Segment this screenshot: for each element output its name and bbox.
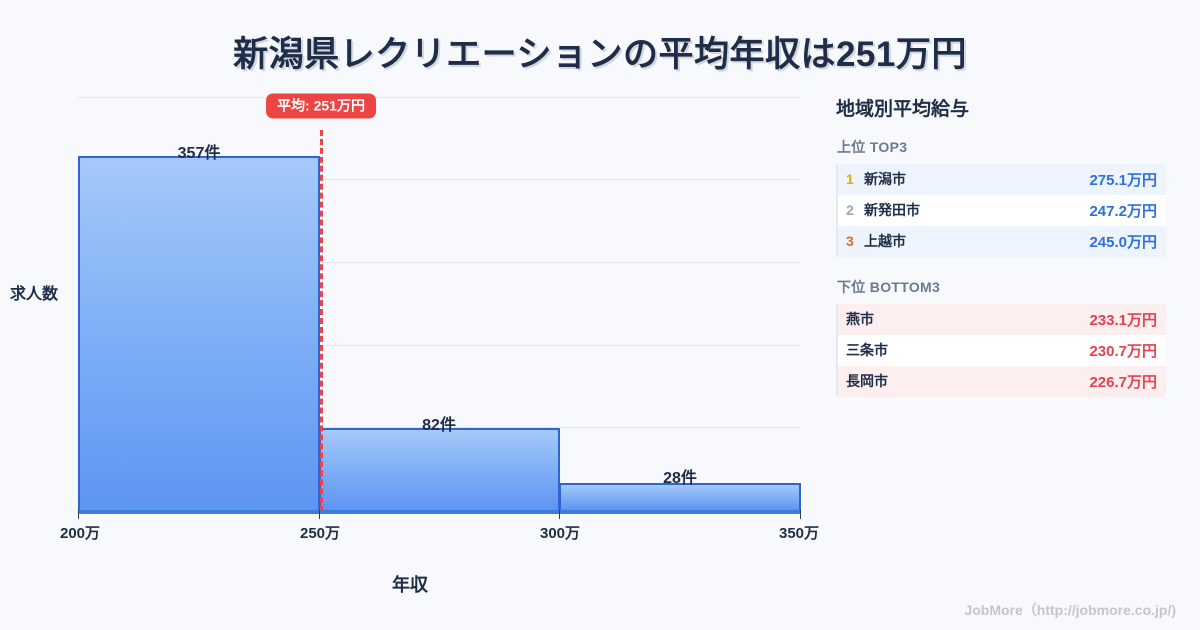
plot-area [78,97,800,510]
regional-salary-panel: 地域別平均給与 上位 TOP3 1 新潟市 275.1万円 2 新発田市 247… [836,99,1166,417]
top3-list: 1 新潟市 275.1万円 2 新発田市 247.2万円 3 上越市 245.0… [836,163,1166,257]
x-axis-line [78,510,801,514]
x-axis-tick [78,510,79,519]
average-badge: 平均: 251万円 [266,93,376,119]
y-axis-title: 求人数 [10,286,59,303]
gridline [78,427,800,428]
rank-number: 1 [846,171,854,188]
bottom3-heading: 下位 BOTTOM3 [837,278,941,295]
x-tick-label: 350万 [778,525,820,542]
list-item: 1 新潟市 275.1万円 [838,163,1166,195]
gridline [78,262,800,263]
x-axis-tick [559,510,560,519]
region-name: 上越市 [864,233,906,250]
region-name: 三条市 [846,342,888,359]
bar-200-250 [78,156,320,512]
region-value: 233.1万円 [1089,311,1157,329]
x-axis-title: 年収 [392,575,428,595]
list-item: 燕市 233.1万円 [838,303,1166,335]
region-value: 245.0万円 [1089,233,1157,251]
list-item: 長岡市 226.7万円 [838,365,1166,397]
top3-heading: 上位 TOP3 [837,138,908,155]
gridline [78,179,800,180]
gridline [78,345,800,346]
region-value: 230.7万円 [1089,342,1157,360]
panel-title: 地域別平均給与 [836,99,970,120]
bar-value-label: 28件 [663,470,697,487]
region-value: 275.1万円 [1089,171,1157,189]
region-name: 長岡市 [846,373,888,390]
average-line [320,130,323,512]
source-watermark: JobMore（http://jobmore.co.jp/) [964,602,1176,618]
list-item: 2 新発田市 247.2万円 [838,194,1166,226]
x-tick-label: 250万 [299,525,341,542]
x-tick-label: 200万 [59,525,101,542]
region-name: 新発田市 [864,202,920,219]
gridline [78,97,800,98]
bottom3-list: 燕市 233.1万円 三条市 230.7万円 長岡市 226.7万円 [836,303,1166,397]
x-axis-tick [800,510,801,519]
region-value: 247.2万円 [1089,202,1157,220]
list-item: 三条市 230.7万円 [838,334,1166,366]
page-title: 新潟県レクリエーションの平均年収は251万円 [233,35,967,74]
bar-value-label: 82件 [422,417,456,434]
histogram-chart: 357件 82件 28件 平均: 251万円 200万 250万 300万 35… [10,93,820,595]
bar-250-300 [319,428,560,512]
rank-number: 3 [846,233,854,250]
rank-number: 2 [846,202,854,219]
region-name: 燕市 [846,311,874,328]
x-tick-label: 300万 [539,525,581,542]
x-axis-tick [319,510,320,519]
region-name: 新潟市 [864,171,906,188]
bar-value-label: 357件 [177,145,221,162]
list-item: 3 上越市 245.0万円 [838,225,1166,257]
region-value: 226.7万円 [1089,373,1157,391]
